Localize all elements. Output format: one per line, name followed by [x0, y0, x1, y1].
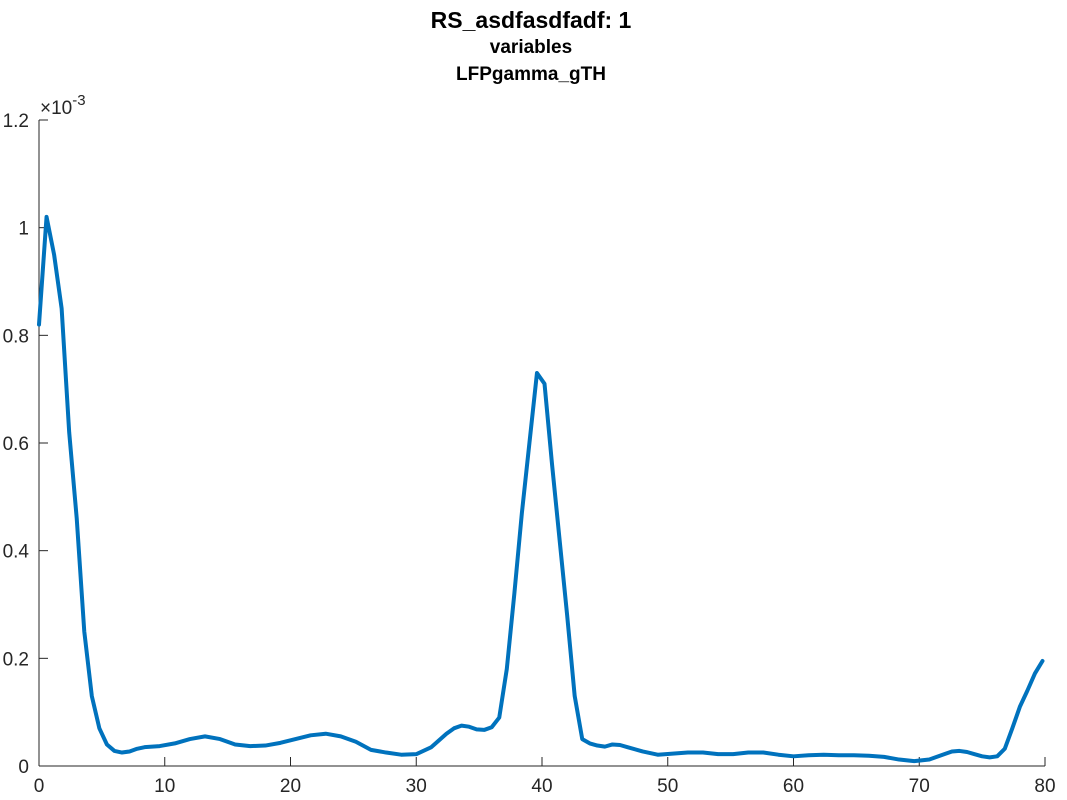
- y-tick-label: 1.2: [3, 111, 29, 132]
- y-tick-label: 0.2: [3, 649, 29, 670]
- y-tick-label: 1: [18, 219, 29, 240]
- y-tick-label: 0.6: [3, 434, 29, 455]
- x-tick-label: 70: [909, 776, 930, 797]
- exponent-base: ×10: [40, 98, 72, 119]
- x-tick-label: 20: [280, 776, 301, 797]
- x-tick-label: 60: [783, 776, 804, 797]
- y-ticks: 0 0.2 0.4 0.6 0.8 1 1.2: [3, 111, 48, 778]
- chart-subtitle-2: LFPgamma_gTH: [456, 64, 606, 85]
- x-ticks: 0 10 20 30 40 50 60 70 80: [34, 757, 1056, 797]
- series-group: [37, 214, 1045, 764]
- svg-text:×10-3: ×10-3: [40, 92, 86, 119]
- x-tick-label: 30: [406, 776, 427, 797]
- chart-subtitle-1: variables: [490, 37, 572, 58]
- x-tick-label: 50: [657, 776, 678, 797]
- y-tick-label: 0.8: [3, 326, 29, 347]
- x-tick-label: 80: [1034, 776, 1055, 797]
- y-exponent-label: ×10-3: [40, 92, 86, 119]
- y-tick-label: 0.4: [3, 542, 30, 563]
- x-tick-label: 40: [531, 776, 552, 797]
- exponent-power: -3: [72, 92, 85, 109]
- chart-title: RS_asdfasdfadf: 1: [431, 7, 632, 33]
- x-tick-label: 10: [154, 776, 175, 797]
- series-line-1: [37, 214, 1045, 764]
- x-tick-label: 0: [34, 776, 45, 797]
- y-tick-label: 0: [18, 757, 29, 778]
